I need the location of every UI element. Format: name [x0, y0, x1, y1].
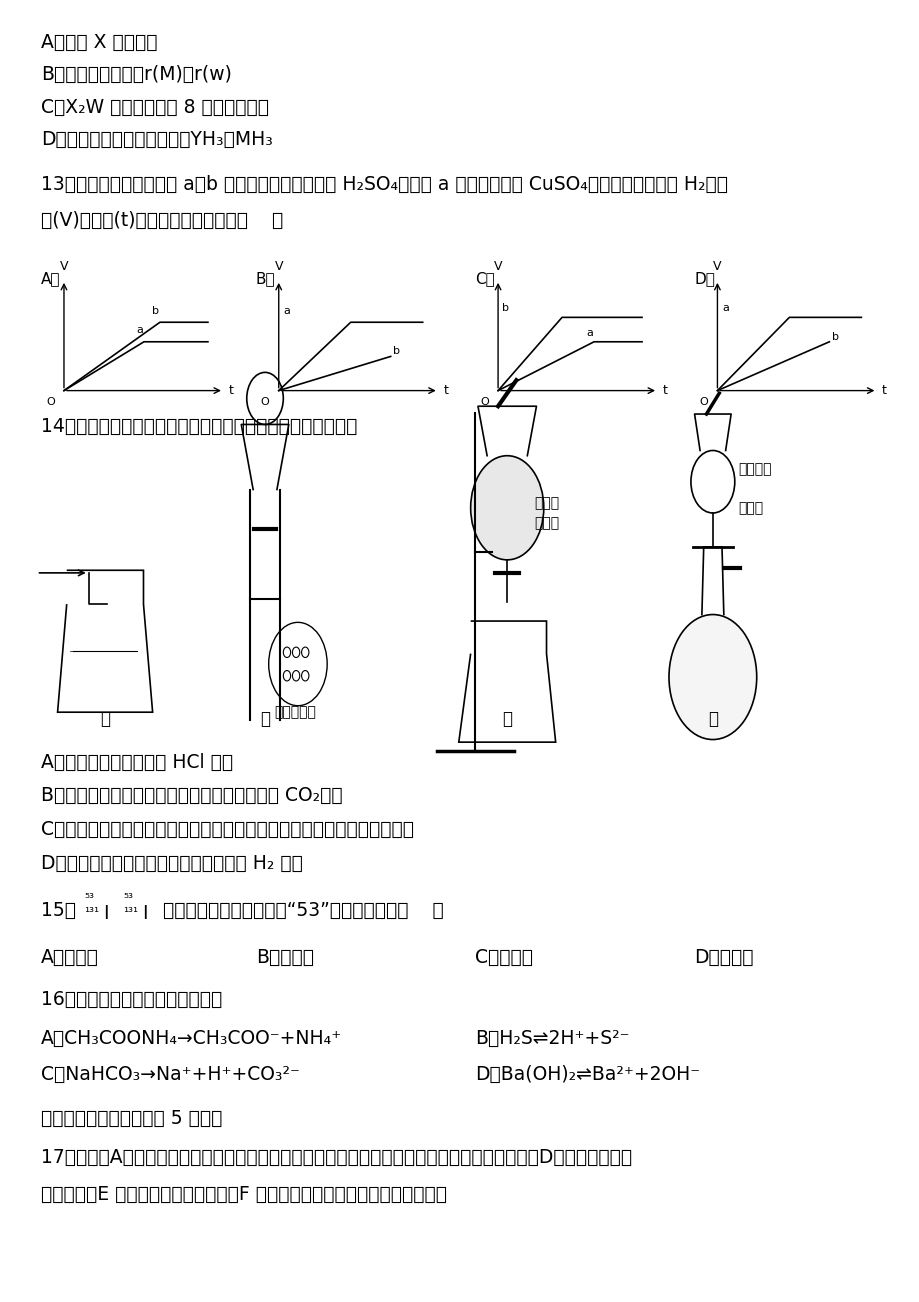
Text: t: t	[228, 384, 233, 397]
Text: C．X₂W 中各原子均达 8 电子稳定结构: C．X₂W 中各原子均达 8 电子稳定结构	[41, 98, 269, 117]
Text: D．用图丁所示装置用锶粒与稀盐酸制取 H₂ 气体: D．用图丁所示装置用锶粒与稀盐酸制取 H₂ 气体	[41, 854, 302, 874]
Text: A．用图甲所示装置吸收 HCl 尾气: A．用图甲所示装置吸收 HCl 尾气	[41, 753, 233, 772]
Text: A．: A．	[41, 271, 61, 286]
Circle shape	[668, 615, 756, 740]
Text: O: O	[261, 397, 269, 408]
Text: b: b	[152, 306, 159, 315]
Text: t: t	[881, 384, 886, 397]
Text: 甲: 甲	[100, 710, 110, 728]
Text: 二、非选择题（本题包括 5 小题）: 二、非选择题（本题包括 5 小题）	[41, 1109, 222, 1129]
Text: 产生气体，E 是具有果香味的有机物，F 是一种高聚物，可制成多种包装材料。: 产生气体，E 是具有果香味的有机物，F 是一种高聚物，可制成多种包装材料。	[41, 1185, 447, 1204]
Text: a: a	[721, 303, 728, 314]
Text: b: b	[393, 346, 400, 357]
Text: a: a	[283, 306, 289, 315]
Text: b: b	[501, 303, 508, 314]
Text: ₅₃: ₅₃	[123, 888, 133, 901]
Text: 积(V)与时间(t)的关系基本正确的是（    ）: 积(V)与时间(t)的关系基本正确的是（ ）	[41, 211, 283, 230]
Text: A．CH₃COONH₄→CH₃COO⁻+NH₄⁺: A．CH₃COONH₄→CH₃COO⁻+NH₄⁺	[41, 1029, 342, 1048]
Text: V: V	[494, 260, 502, 273]
Text: 16、下列电离方程式中，正确的是: 16、下列电离方程式中，正确的是	[41, 990, 222, 1009]
Text: B．原子半径大小：r(M)＞r(w): B．原子半径大小：r(M)＞r(w)	[41, 65, 232, 85]
Text: 15、: 15、	[41, 901, 76, 921]
Text: b: b	[831, 332, 838, 341]
Text: t: t	[662, 384, 667, 397]
Text: A．质子数: A．质子数	[41, 948, 99, 967]
Text: V: V	[60, 260, 68, 273]
Text: C．用图丙所示装置用苯萨取砖水中的砖，并把砖的苯溶液从漏斗下口放出: C．用图丙所示装置用苯萨取砖水中的砖，并把砖的苯溶液从漏斗下口放出	[41, 820, 414, 840]
Text: D．Ba(OH)₂⇌Ba²⁺+2OH⁻: D．Ba(OH)₂⇌Ba²⁺+2OH⁻	[475, 1065, 699, 1085]
Text: 13、向等质量的两份锶粉 a、b 中，分别加入过量的稀 H₂SO₄，同时 a 中加入少量的 CuSO₄溶液，下图中产生 H₂的体: 13、向等质量的两份锶粉 a、b 中，分别加入过量的稀 H₂SO₄，同时 a 中…	[41, 174, 727, 194]
Text: 乙: 乙	[260, 710, 270, 728]
Text: 可用于治疗甲亢，这里的“53”是指该原子的（    ）: 可用于治疗甲亢，这里的“53”是指该原子的（ ）	[157, 901, 444, 921]
Text: B．用图乙所示装置用碳酸钓粉末与稀盐酸制备 CO₂气体: B．用图乙所示装置用碳酸钓粉末与稀盐酸制备 CO₂气体	[41, 786, 343, 806]
Text: B．中子数: B．中子数	[255, 948, 313, 967]
Text: C．: C．	[475, 271, 494, 286]
Text: 安全漏头: 安全漏头	[738, 462, 771, 475]
Text: C．质量数: C．质量数	[475, 948, 533, 967]
Text: a: a	[136, 326, 142, 335]
Text: V: V	[274, 260, 283, 273]
Text: t: t	[443, 384, 448, 397]
Text: 混合液: 混合液	[534, 516, 559, 530]
Text: 砖和苯: 砖和苯	[534, 496, 559, 510]
Circle shape	[690, 450, 734, 513]
Text: 17、有机物A是来自石油的重要有机化工原料，此物质可以用来衡量一个国家石油化工发展水平。D能与碳酸钓反应: 17、有机物A是来自石油的重要有机化工原料，此物质可以用来衡量一个国家石油化工发…	[41, 1148, 631, 1168]
Text: 多孔塑料板: 多孔塑料板	[274, 706, 316, 720]
Text: D．原子数: D．原子数	[694, 948, 754, 967]
Text: B．: B．	[255, 271, 275, 286]
Text: 14、下列使用漏斗的实验中，设计正确且能达到实验目的的是: 14、下列使用漏斗的实验中，设计正确且能达到实验目的的是	[41, 417, 357, 436]
Circle shape	[268, 622, 327, 706]
Text: D．: D．	[694, 271, 715, 286]
Circle shape	[471, 456, 543, 560]
Text: I: I	[103, 904, 108, 923]
Text: O: O	[46, 397, 55, 408]
Text: C．NaHCO₃→Na⁺+H⁺+CO₃²⁻: C．NaHCO₃→Na⁺+H⁺+CO₃²⁻	[41, 1065, 300, 1085]
Text: 止水夹: 止水夹	[738, 501, 763, 514]
Text: 丁: 丁	[707, 710, 717, 728]
Text: O: O	[698, 397, 708, 408]
Text: A．元素 X 可能为锂: A．元素 X 可能为锂	[41, 33, 157, 52]
Text: ₅₃: ₅₃	[84, 888, 94, 901]
Circle shape	[246, 372, 283, 424]
Text: D．元素气态氢化物的永点：YH₃＞MH₃: D．元素气态氢化物的永点：YH₃＞MH₃	[41, 130, 273, 150]
Text: B．H₂S⇌2H⁺+S²⁻: B．H₂S⇌2H⁺+S²⁻	[475, 1029, 629, 1048]
Text: a: a	[585, 328, 592, 337]
Text: V: V	[712, 260, 720, 273]
Text: ¹³¹: ¹³¹	[84, 906, 99, 919]
Text: I: I	[142, 904, 148, 923]
Text: ¹³¹: ¹³¹	[123, 906, 138, 919]
Text: 丙: 丙	[502, 710, 512, 728]
Text: O: O	[480, 397, 488, 408]
